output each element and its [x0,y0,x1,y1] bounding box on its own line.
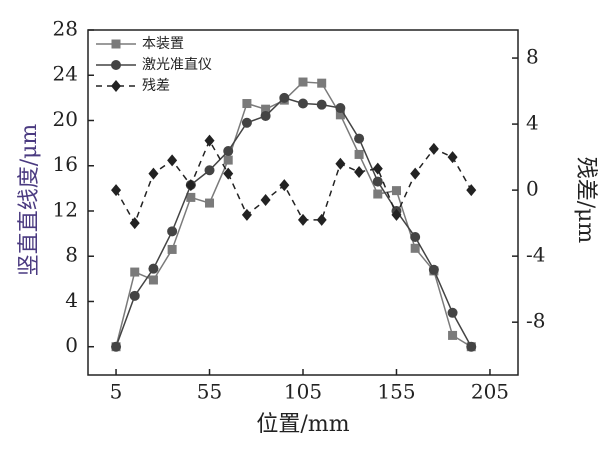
marker [410,243,420,253]
marker [447,151,458,164]
y-tick-label: 4 [65,288,78,312]
marker [111,184,122,197]
marker [447,307,458,318]
legend-label: 激光准直仪 [142,56,212,73]
marker [204,165,215,176]
marker [167,244,177,254]
marker [410,167,421,180]
y2-tick-label: 4 [526,111,539,135]
y-tick-label: 0 [65,333,78,357]
x-axis-title: 位置/mm [256,412,349,437]
marker [298,98,308,109]
marker [354,133,365,144]
marker [373,189,383,199]
marker [260,194,271,207]
y-tick-label: 16 [53,152,78,176]
marker [185,179,196,192]
marker [167,154,178,167]
y-tick-label: 28 [53,17,78,41]
marker [223,167,234,180]
legend-marker [111,60,121,70]
x-tick-label: 105 [284,380,322,404]
x-tick-label: 5 [110,380,123,404]
marker [317,78,327,88]
marker [205,198,215,208]
marker [130,267,140,277]
marker [466,341,477,352]
marker [223,146,234,157]
marker [298,213,308,226]
y-tick-label: 24 [53,62,78,86]
marker [354,165,365,178]
marker [298,77,308,87]
marker [148,275,158,285]
legend-label: 本装置 [142,36,184,52]
marker [242,99,252,109]
legend-marker [111,39,121,49]
y-axis-title: 竖直直线度/μm [17,124,42,277]
marker [204,134,215,147]
marker [391,186,401,196]
marker [111,341,122,352]
marker [148,167,159,180]
marker [279,179,290,192]
y-tick-label: 12 [53,197,78,221]
marker [129,217,140,230]
marker [129,290,140,301]
series-line [115,81,472,348]
y2-tick-label: 0 [526,177,539,201]
marker [391,208,402,221]
x-tick-label: 55 [197,380,222,404]
marker [354,149,364,159]
marker [261,104,271,114]
legend-marker [111,80,121,92]
marker [335,103,346,114]
marker [241,208,252,221]
marker [448,330,458,340]
legend-label: 残差 [142,78,170,94]
y-tick-label: 8 [65,243,78,267]
marker [241,117,252,128]
marker [428,264,439,275]
marker [167,226,178,237]
marker [410,232,421,242]
marker [223,155,233,165]
marker [466,184,477,197]
y2-tick-label: -4 [526,243,545,267]
marker [279,92,290,103]
y2-tick-label: 8 [526,45,539,69]
marker [316,213,327,226]
y-tick-label: 20 [53,107,78,131]
y2-tick-label: -8 [526,309,545,333]
marker [335,110,345,120]
marker [428,142,439,155]
marker [186,192,196,202]
series-line [115,138,472,225]
x-tick-label: 155 [377,380,415,404]
marker [372,176,383,187]
series-line [115,97,472,348]
x-tick-label: 205 [471,380,509,404]
marker [148,263,159,274]
marker [260,110,271,121]
marker [335,157,346,170]
y2-axis-title: 残差/μm [573,157,598,244]
marker [372,162,383,175]
marker [316,99,327,110]
